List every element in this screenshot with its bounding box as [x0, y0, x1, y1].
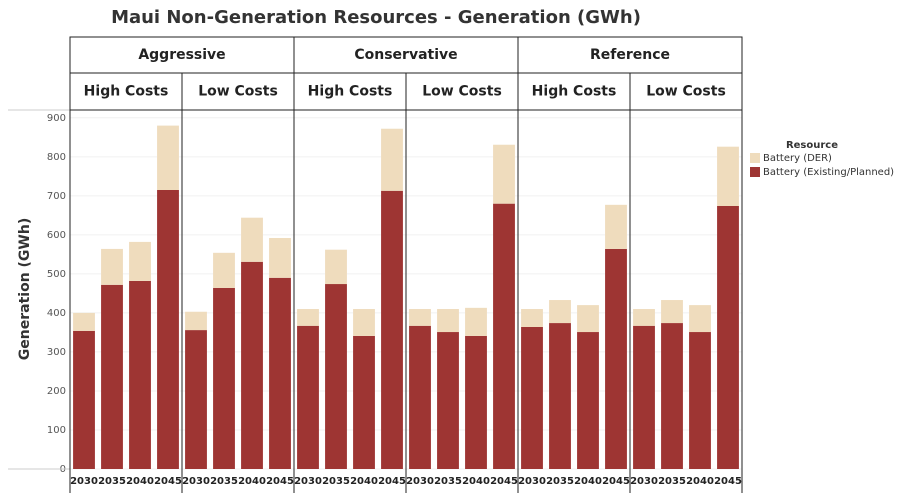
- bar-segment: [549, 300, 571, 324]
- bar-segment: [689, 332, 711, 469]
- bar-segment: [465, 307, 487, 336]
- group-header: Reference: [590, 47, 670, 63]
- y-tick-label: 100: [47, 425, 66, 436]
- bar-segment: [241, 261, 263, 469]
- bar-segment: [185, 311, 207, 331]
- x-tick-label: 2030: [70, 476, 98, 487]
- bar-segment: [549, 323, 571, 469]
- bar-segment: [241, 217, 263, 262]
- y-tick-label: 800: [47, 152, 66, 163]
- legend-swatch: [750, 167, 760, 177]
- x-tick-label: 2030: [630, 476, 658, 487]
- bar-segment: [381, 190, 403, 469]
- bar-segment: [521, 309, 543, 327]
- bar-segment: [577, 305, 599, 333]
- bar-segment: [213, 287, 235, 469]
- panel-header: High Costs: [84, 84, 169, 100]
- x-tick-label: 2045: [154, 476, 182, 487]
- x-tick-label: 2045: [714, 476, 742, 487]
- legend-swatch: [750, 153, 760, 163]
- bar-segment: [493, 144, 515, 204]
- group-header: Conservative: [354, 47, 457, 63]
- bar-segment: [129, 280, 151, 469]
- bar-segment: [129, 241, 151, 281]
- legend-title: Resource: [786, 140, 838, 151]
- chart-title: Maui Non-Generation Resources - Generati…: [111, 7, 641, 28]
- bar-segment: [465, 335, 487, 469]
- bar-segment: [269, 277, 291, 469]
- bar-segment: [717, 205, 739, 470]
- x-tick-label: 2035: [210, 476, 238, 487]
- x-tick-label: 2035: [658, 476, 686, 487]
- y-tick-label: 500: [47, 269, 66, 280]
- bar-segment: [297, 325, 319, 469]
- bar-segment: [605, 204, 627, 249]
- x-tick-label: 2040: [350, 476, 378, 487]
- y-tick-label: 200: [47, 386, 66, 397]
- bar-segment: [185, 330, 207, 469]
- legend-label: Battery (DER): [763, 153, 832, 164]
- bar-segment: [101, 248, 123, 285]
- panel-header: Low Costs: [422, 84, 502, 100]
- bar-segment: [577, 332, 599, 469]
- y-tick-label: 300: [47, 347, 66, 358]
- bar-segment: [213, 252, 235, 288]
- x-tick-label: 2030: [518, 476, 546, 487]
- bar-segment: [437, 309, 459, 333]
- x-tick-label: 2040: [686, 476, 714, 487]
- x-tick-label: 2045: [602, 476, 630, 487]
- bar-segment: [157, 189, 179, 469]
- bar-segment: [493, 203, 515, 470]
- x-tick-label: 2030: [294, 476, 322, 487]
- bar-segment: [73, 312, 95, 331]
- bar-segment: [325, 284, 347, 469]
- x-tick-label: 2030: [406, 476, 434, 487]
- y-tick-label: 700: [47, 191, 66, 202]
- bar-segment: [717, 146, 739, 206]
- x-tick-label: 2040: [126, 476, 154, 487]
- bar-segment: [325, 249, 347, 285]
- x-tick-label: 2035: [434, 476, 462, 487]
- y-axis-label: Generation (GWh): [17, 218, 33, 360]
- bar-segment: [605, 248, 627, 469]
- x-tick-label: 2045: [490, 476, 518, 487]
- bar-segment: [297, 309, 319, 326]
- legend-label: Battery (Existing/Planned): [763, 167, 894, 178]
- bar-segment: [353, 309, 375, 336]
- panel-header: Low Costs: [198, 84, 278, 100]
- x-tick-label: 2035: [98, 476, 126, 487]
- x-tick-label: 2040: [462, 476, 490, 487]
- bar-segment: [689, 305, 711, 333]
- y-tick-label: 900: [47, 113, 66, 124]
- bar-segment: [661, 323, 683, 469]
- y-tick-label: 600: [47, 230, 66, 241]
- panel-header: High Costs: [308, 84, 393, 100]
- panel-header: High Costs: [532, 84, 617, 100]
- bar-segment: [409, 309, 431, 326]
- bar-segment: [101, 284, 123, 469]
- bar-segment: [381, 128, 403, 191]
- bar-segment: [353, 335, 375, 469]
- y-tick-label: 400: [47, 308, 66, 319]
- bar-segment: [437, 332, 459, 469]
- bar-segment: [157, 125, 179, 190]
- bar-segment: [409, 325, 431, 469]
- x-tick-label: 2030: [182, 476, 210, 487]
- x-tick-label: 2045: [266, 476, 294, 487]
- bar-segment: [269, 237, 291, 278]
- bar-segment: [73, 330, 95, 469]
- x-tick-label: 2035: [322, 476, 350, 487]
- x-tick-label: 2040: [574, 476, 602, 487]
- bar-segment: [521, 326, 543, 469]
- bar-segment: [633, 325, 655, 469]
- group-header: Aggressive: [138, 47, 225, 63]
- x-tick-label: 2035: [546, 476, 574, 487]
- bar-segment: [661, 300, 683, 324]
- bar-segment: [633, 309, 655, 326]
- panel-header: Low Costs: [646, 84, 726, 100]
- x-tick-label: 2045: [378, 476, 406, 487]
- x-tick-label: 2040: [238, 476, 266, 487]
